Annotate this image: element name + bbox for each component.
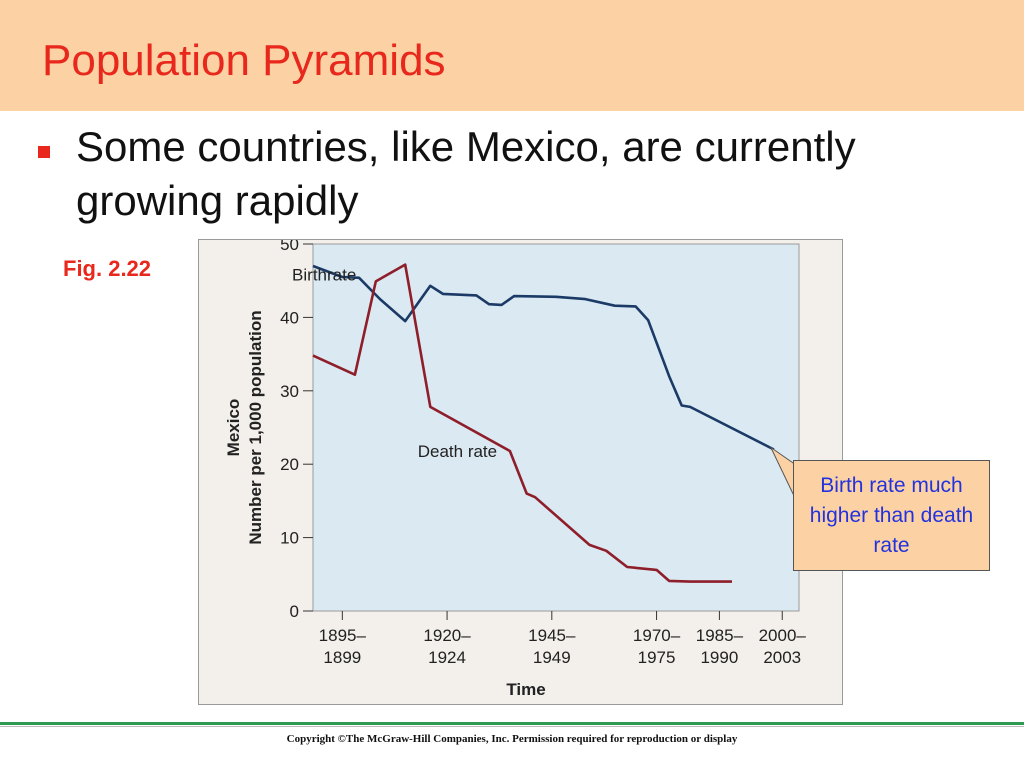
y-tick-label: 40 [280, 308, 299, 327]
y-tick-label: 20 [280, 455, 299, 474]
x-tick-label: 1985– 1990 [696, 626, 744, 667]
slide-title: Population Pyramids [42, 36, 446, 85]
y-tick-label: 0 [290, 602, 299, 621]
plot-area [312, 243, 800, 612]
series-label: Death rate [418, 442, 497, 461]
series-label: Birthrate [292, 266, 356, 285]
footer-rule-thin [0, 726, 1024, 727]
series-line-birthrate [312, 264, 775, 451]
series-line-death-rate [312, 263, 732, 583]
y-tick-label: 30 [280, 382, 299, 401]
x-tick-label: 1970– 1975 [633, 626, 681, 667]
mexico-rates-chart: 0 10 20 30 40 50 1895– 1899 1920– 1924 1945– 1949 19… [224, 240, 806, 699]
title-band [0, 0, 1024, 111]
footer-rule [0, 722, 1024, 725]
axes: 0 10 20 30 40 50 1895– 1899 1920– 1924 1945– 1949 19… [280, 240, 806, 667]
series-layer [312, 263, 775, 583]
bullet-marker [38, 146, 50, 158]
callout-text: Birth rate much higher than death rate [809, 473, 974, 557]
y-axis-title: Mexico Number per 1,000 population [224, 310, 265, 544]
labels-layer: Time Mexico Number per 1,000 population Bir… [224, 266, 797, 699]
chart-frame: 0 10 20 30 40 50 1895– 1899 1920– 1924 1945– 1949 19… [198, 239, 843, 705]
x-tick-label: 1895– 1899 [319, 626, 367, 667]
x-tick-label: 1945– 1949 [528, 626, 576, 667]
figure-label: Fig. 2.22 [63, 256, 152, 281]
y-tick-label: 50 [280, 240, 299, 254]
x-tick-label: 1920– 1924 [423, 626, 471, 667]
y-tick-label: 10 [280, 529, 299, 548]
x-tick-label: 2000– 2003 [759, 626, 807, 667]
bullet-text: Some countries, like Mexico, are current… [76, 123, 856, 224]
callout-box: Birth rate much higher than death rate [793, 460, 990, 571]
x-axis-title: Time [506, 680, 545, 699]
copyright-notice: Copyright ©The McGraw-Hill Companies, In… [286, 733, 738, 745]
